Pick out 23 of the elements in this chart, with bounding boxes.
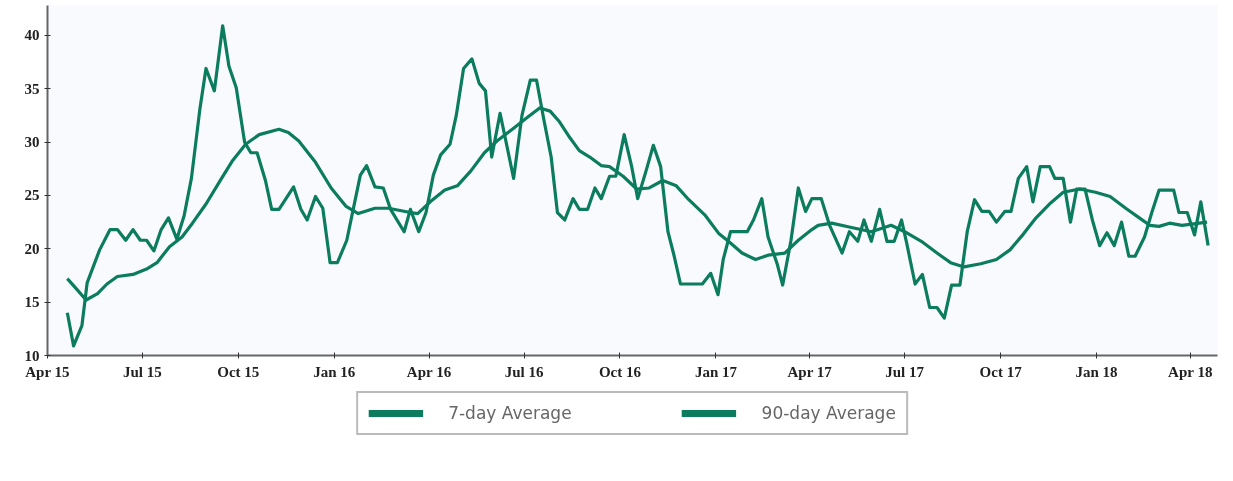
x-tick-label: Apr 18 <box>1168 363 1213 380</box>
x-tick-label: Apr 17 <box>787 363 833 380</box>
x-tick-label: Jan 18 <box>1075 363 1118 380</box>
y-tick-label: 40 <box>24 27 40 44</box>
x-tick-label: Jan 16 <box>313 363 356 380</box>
y-tick-label: 25 <box>24 187 40 204</box>
y-tick-label: 30 <box>24 134 40 151</box>
x-tick-label: Oct 17 <box>979 363 1023 380</box>
x-tick-label: Jul 16 <box>504 363 544 380</box>
x-tick-label: Oct 15 <box>217 363 260 380</box>
line-series <box>65 24 1210 348</box>
legend-label: 90-day Average <box>761 403 896 423</box>
y-tick-label: 15 <box>24 294 40 311</box>
legend-label: 7-day Average <box>448 403 572 423</box>
x-tick-label: Jul 17 <box>885 363 925 380</box>
y-tick-label: 20 <box>24 240 40 257</box>
x-tick-label: Jul 15 <box>123 363 162 380</box>
x-tick-label: Apr 15 <box>25 363 70 380</box>
y-tick-label: 10 <box>24 347 40 364</box>
x-tick-label: Apr 16 <box>406 363 452 380</box>
y-tick-label: 35 <box>24 80 40 97</box>
x-tick-label: Jan 17 <box>694 363 738 380</box>
x-tick-label: Oct 16 <box>598 363 642 380</box>
